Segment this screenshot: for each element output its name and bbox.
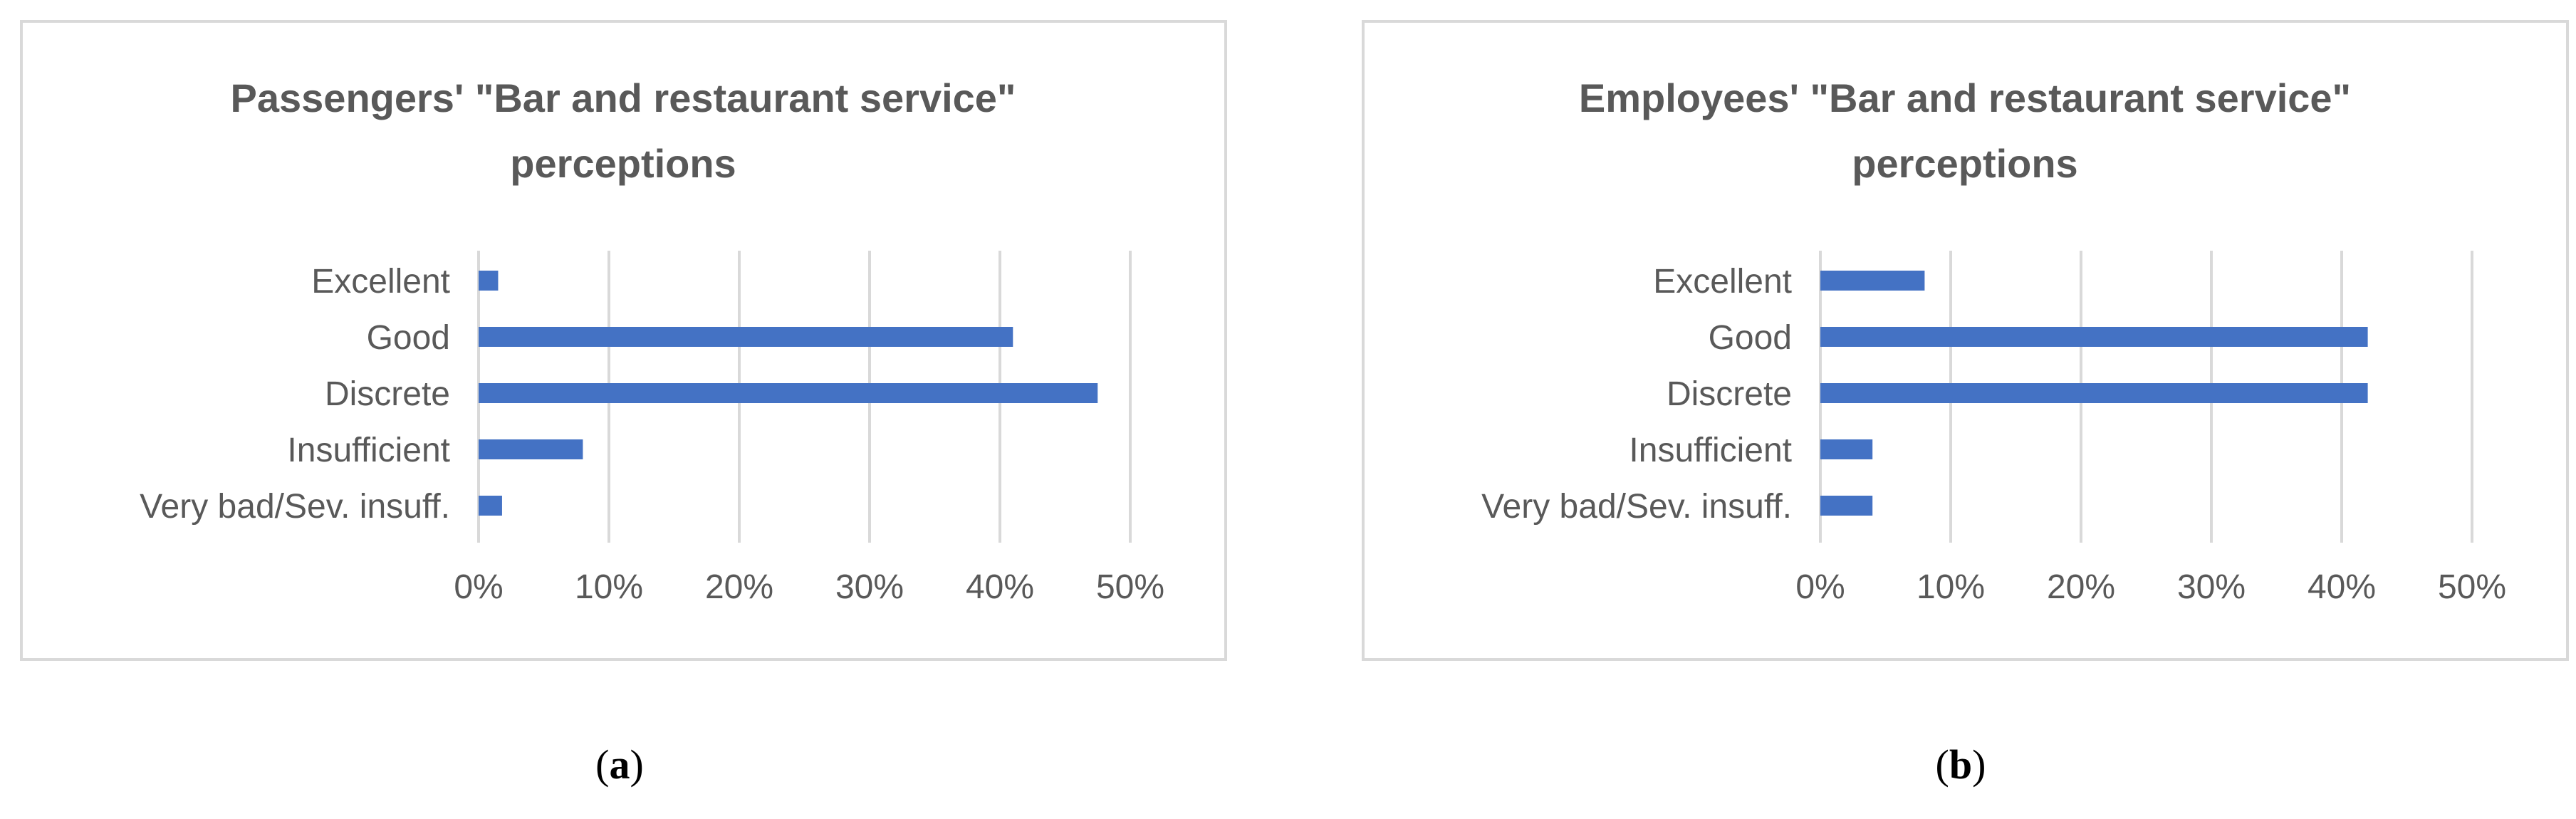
bar-discrete xyxy=(1820,383,2368,403)
caption-a: (a) xyxy=(548,741,691,788)
x-tick-label: 10% xyxy=(1917,568,1985,606)
category-label: Excellent xyxy=(1653,263,1792,301)
category-label: Discrete xyxy=(325,375,450,413)
bar-very-bad-sev-insuff- xyxy=(479,496,502,516)
bar-good xyxy=(1820,327,2368,347)
x-tick-label: 20% xyxy=(705,568,773,606)
chart-a-svg: Passengers' "Bar and restaurant service"… xyxy=(140,75,1164,606)
category-label: Very bad/Sev. insuff. xyxy=(140,488,450,526)
category-label: Good xyxy=(367,319,450,357)
x-tick-label: 40% xyxy=(2308,568,2376,606)
caption-b-close: ) xyxy=(1972,741,1986,788)
x-tick-label: 50% xyxy=(2438,568,2506,606)
chart-title-line: perceptions xyxy=(510,141,736,186)
caption-a-letter: a xyxy=(609,741,630,788)
caption-a-close: ) xyxy=(630,741,644,788)
caption-b-letter: b xyxy=(1949,741,1973,788)
x-tick-label: 0% xyxy=(1795,568,1845,606)
caption-a-open: ( xyxy=(595,741,610,788)
bar-excellent xyxy=(1820,271,1925,291)
chart-title-line: Passengers' "Bar and restaurant service" xyxy=(231,75,1016,120)
x-tick-label: 30% xyxy=(2177,568,2246,606)
category-label: Good xyxy=(1709,319,1792,357)
bar-excellent xyxy=(479,271,499,291)
caption-b: (b) xyxy=(1889,741,2032,788)
category-label: Very bad/Sev. insuff. xyxy=(1481,488,1792,526)
bar-very-bad-sev-insuff- xyxy=(1820,496,1873,516)
chart-panel-b: Employees' "Bar and restaurant service" p… xyxy=(1362,20,2569,661)
chart-title-line: perceptions xyxy=(1852,141,2077,186)
caption-b-open: ( xyxy=(1935,741,1949,788)
bar-insufficient xyxy=(1820,439,1873,459)
chart-b-svg: Employees' "Bar and restaurant service" p… xyxy=(1481,75,2506,606)
chart-panel-a: Passengers' "Bar and restaurant service"… xyxy=(20,20,1227,661)
bar-discrete xyxy=(479,383,1098,403)
chart-title-line: Employees' "Bar and restaurant service" xyxy=(1579,75,2351,120)
x-tick-label: 20% xyxy=(2047,568,2115,606)
category-label: Insufficient xyxy=(1629,432,1792,469)
x-tick-label: 10% xyxy=(575,568,643,606)
x-tick-label: 0% xyxy=(454,568,503,606)
category-label: Insufficient xyxy=(287,432,450,469)
bar-insufficient xyxy=(479,439,583,459)
x-tick-label: 50% xyxy=(1096,568,1164,606)
x-tick-label: 30% xyxy=(835,568,904,606)
x-tick-label: 40% xyxy=(966,568,1034,606)
category-label: Discrete xyxy=(1667,375,1792,413)
bar-good xyxy=(479,327,1013,347)
category-label: Excellent xyxy=(311,263,450,301)
